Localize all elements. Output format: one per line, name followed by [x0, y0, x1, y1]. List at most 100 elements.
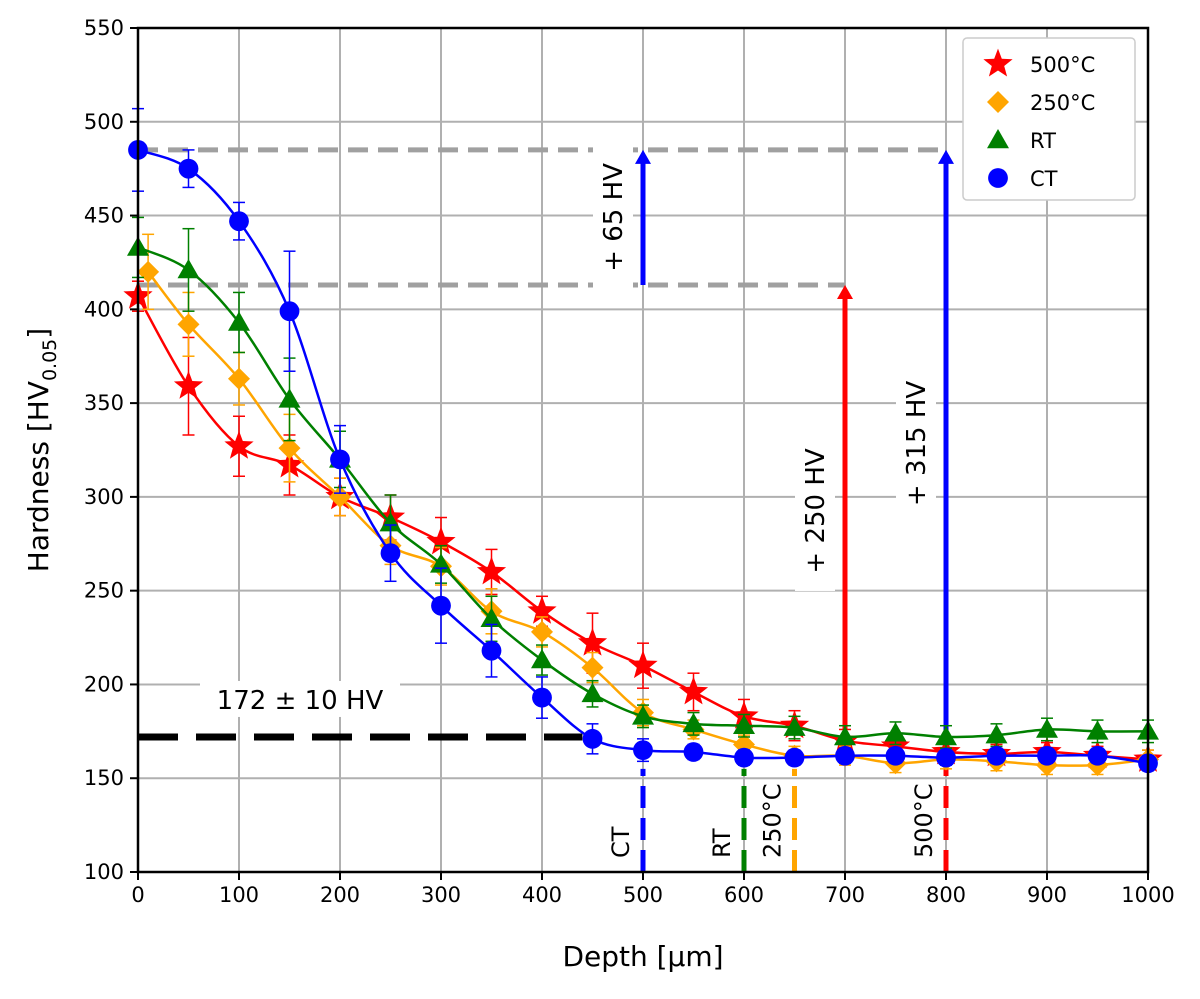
- marker-triangle: [379, 512, 402, 532]
- arrow-label: + 315 HV: [902, 381, 932, 506]
- marker-diamond: [278, 437, 301, 460]
- legend-label: 500°C: [1030, 53, 1095, 77]
- marker-diamond: [137, 260, 160, 283]
- y-tick-label: 450: [84, 204, 124, 228]
- arrow-head: [635, 149, 651, 164]
- legend-item: RT: [987, 129, 1056, 153]
- y-tick-label: 300: [84, 485, 124, 509]
- marker-triangle: [884, 722, 907, 742]
- marker-circle: [330, 449, 350, 470]
- depth-marker-label: 500°C: [910, 783, 938, 858]
- legend-item: 500°C: [983, 48, 1095, 77]
- y-tick-label: 500: [84, 110, 124, 134]
- marker-triangle: [480, 607, 503, 628]
- legend: 500°C 250°C RT CT: [962, 37, 1136, 201]
- marker-circle: [986, 745, 1007, 766]
- arrow-label-bg: [593, 137, 633, 298]
- marker-triangle: [682, 712, 705, 733]
- marker-circle: [431, 595, 451, 616]
- legend-box: [962, 37, 1136, 201]
- marker-triangle: [278, 388, 301, 408]
- plot-frame: [136, 26, 1150, 874]
- marker-circle: [1037, 745, 1057, 766]
- marker-triangle: [834, 725, 856, 746]
- x-tick-label: 100: [219, 883, 259, 907]
- marker-circle: [178, 158, 199, 179]
- legend-label: 250°C: [1030, 91, 1095, 115]
- marker-triangle: [987, 129, 1009, 149]
- marker-circle: [885, 745, 906, 766]
- y-tick-label: 350: [84, 391, 124, 415]
- marker-star: [577, 627, 608, 656]
- marker-triangle: [177, 258, 200, 279]
- arrow-head: [837, 284, 853, 299]
- x-tick-label: 200: [320, 883, 360, 907]
- marker-star: [426, 526, 456, 555]
- y-tick-label: 250: [84, 579, 124, 603]
- marker-star: [983, 48, 1013, 77]
- x-tick-label: 500: [623, 883, 663, 907]
- arrow-label-bg: [795, 430, 835, 591]
- legend-item: CT: [988, 167, 1058, 191]
- marker-circle: [936, 747, 956, 768]
- marker-triangle: [985, 724, 1008, 744]
- marker-triangle: [632, 705, 654, 725]
- marker-circle: [734, 747, 754, 768]
- arrow-head: [938, 149, 954, 164]
- marker-diamond: [581, 656, 604, 679]
- marker-circle: [633, 740, 653, 760]
- depth-marker-label: 250°C: [759, 783, 787, 858]
- arrow-label: + 65 HV: [599, 163, 629, 272]
- x-tick-label: 0: [131, 883, 144, 907]
- marker-triangle: [935, 725, 957, 746]
- marker-circle: [1087, 745, 1108, 766]
- marker-circle: [683, 742, 704, 762]
- arrow-label: + 250 HV: [801, 448, 831, 573]
- marker-star: [678, 676, 709, 705]
- legend-item: 250°C: [987, 91, 1095, 115]
- marker-star: [476, 556, 507, 585]
- depth-marker-label: CT: [607, 826, 635, 858]
- marker-diamond: [329, 485, 351, 508]
- x-tick-label: 700: [825, 883, 865, 907]
- marker-star: [628, 650, 658, 679]
- marker-triangle: [1086, 720, 1109, 740]
- marker-circle: [279, 301, 300, 322]
- x-tick-label: 800: [926, 883, 966, 907]
- marker-circle: [784, 747, 805, 768]
- marker-circle: [229, 211, 249, 232]
- marker-star: [527, 595, 557, 624]
- depth-marker-label: RT: [708, 828, 736, 858]
- y-tick-label: 100: [84, 860, 124, 884]
- marker-diamond: [177, 313, 200, 336]
- marker-circle: [481, 640, 502, 661]
- x-tick-label: 300: [421, 883, 461, 907]
- marker-triangle: [783, 716, 806, 736]
- marker-circle: [380, 543, 401, 564]
- legend-label: CT: [1030, 167, 1058, 191]
- marker-triangle: [733, 714, 755, 734]
- axes: 0 100 200 300 400 500 600 700 800 900 1000 100 150 20…: [84, 16, 1175, 907]
- marker-diamond: [987, 91, 1009, 113]
- x-tick-label: 900: [1027, 883, 1067, 907]
- marker-star: [173, 370, 204, 399]
- legend-label: RT: [1030, 129, 1056, 153]
- x-tick-label: 1000: [1121, 883, 1174, 907]
- marker-circle: [988, 168, 1008, 188]
- x-tick-label: 400: [522, 883, 562, 907]
- marker-circle: [835, 745, 855, 766]
- y-tick-label: 400: [84, 297, 124, 321]
- marker-triangle: [531, 649, 553, 669]
- x-axis-label: Depth [µm]: [562, 940, 723, 973]
- y-tick-label: 150: [84, 766, 124, 790]
- marker-diamond: [531, 620, 553, 643]
- series-RT: [127, 216, 1159, 749]
- plot-area: [123, 107, 1163, 777]
- x-tick-label: 600: [724, 883, 764, 907]
- annotations: 172 ± 10 HV CT RT 250°C 500°C + 65 HV + 250 HV…: [138, 137, 954, 872]
- marker-triangle: [228, 311, 250, 331]
- marker-circle: [582, 728, 603, 749]
- marker-triangle: [581, 682, 604, 703]
